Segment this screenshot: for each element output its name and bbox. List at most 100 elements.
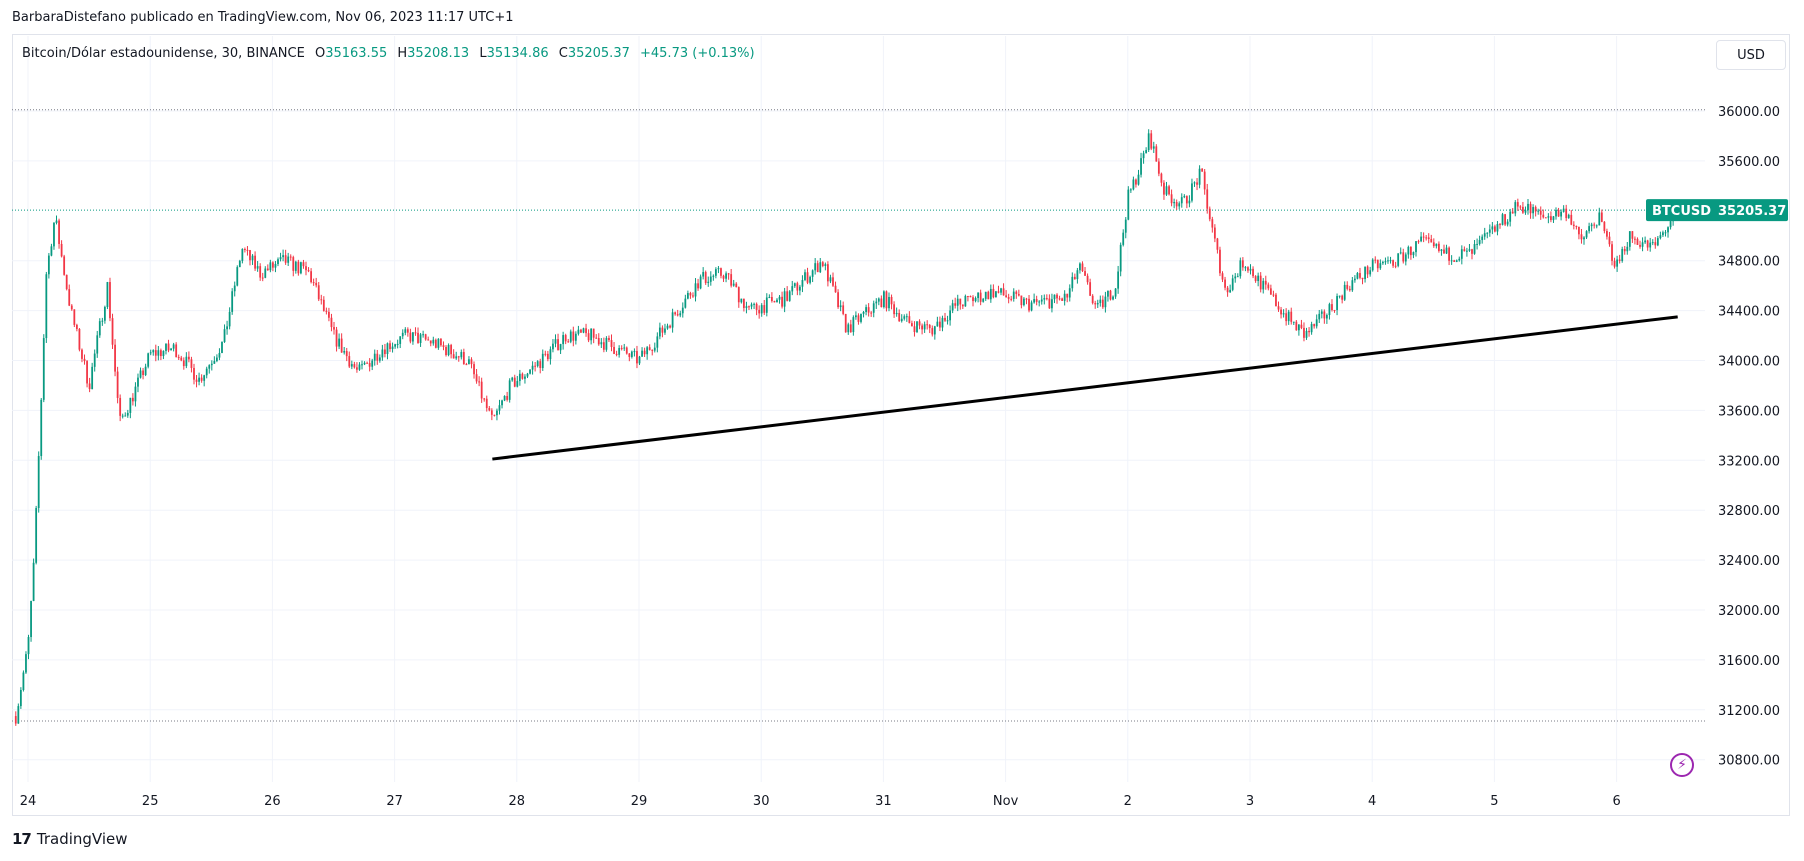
candle-body bbox=[816, 263, 819, 273]
candle-body bbox=[1353, 278, 1356, 281]
lightning-icon[interactable]: ⚡ bbox=[1670, 753, 1694, 777]
candle-body bbox=[126, 412, 129, 416]
candle-body bbox=[827, 264, 829, 282]
candle-body bbox=[742, 298, 745, 308]
candle-body bbox=[725, 273, 727, 279]
candle-body bbox=[149, 352, 152, 354]
candle-body bbox=[1486, 232, 1489, 234]
candle-body bbox=[1193, 182, 1196, 184]
price-tick-label: 33200.00 bbox=[1718, 454, 1780, 469]
candle-body bbox=[1494, 226, 1496, 232]
candle-body bbox=[210, 363, 213, 366]
candle-body bbox=[287, 256, 290, 263]
candle-body bbox=[50, 246, 53, 256]
candle-body bbox=[534, 365, 537, 367]
candle-body bbox=[1107, 290, 1109, 297]
high-value: 35208.13 bbox=[407, 46, 470, 61]
candle-body bbox=[768, 297, 771, 299]
candle-body bbox=[1285, 313, 1288, 322]
candle-body bbox=[1185, 196, 1188, 204]
candle-body bbox=[42, 338, 45, 400]
candle-body bbox=[1468, 249, 1471, 251]
candle-body bbox=[1473, 244, 1476, 254]
candle-body bbox=[1000, 288, 1002, 293]
candle-body bbox=[1198, 168, 1201, 185]
candle-body bbox=[1394, 265, 1397, 267]
candle-body bbox=[223, 329, 226, 342]
candle-body bbox=[193, 367, 195, 380]
candle-body bbox=[1376, 259, 1379, 269]
candle-body bbox=[1346, 284, 1349, 289]
candle-body bbox=[1634, 238, 1636, 240]
candle-body bbox=[289, 256, 292, 258]
candle-body bbox=[162, 350, 165, 357]
candle-body bbox=[231, 291, 234, 312]
price-tick-label: 36000.00 bbox=[1718, 105, 1780, 120]
candle-body bbox=[883, 291, 885, 308]
candle-body bbox=[251, 255, 254, 261]
candle-body bbox=[307, 270, 310, 272]
candle-body bbox=[312, 282, 315, 284]
candle-body bbox=[516, 381, 519, 387]
candle-body bbox=[671, 312, 674, 328]
candle-body bbox=[404, 329, 407, 333]
candle-body bbox=[297, 261, 300, 274]
candle-body bbox=[1626, 246, 1629, 252]
candle-body bbox=[1603, 221, 1606, 232]
candle-body bbox=[778, 296, 781, 300]
candle-body bbox=[1035, 299, 1038, 302]
candle-body bbox=[982, 298, 985, 302]
candle-body bbox=[961, 304, 964, 307]
candle-body bbox=[1056, 294, 1058, 299]
symbol-description[interactable]: Bitcoin/Dólar estadounidense, 30, BINANC… bbox=[22, 46, 305, 61]
candle-body bbox=[1552, 216, 1555, 221]
candle-body bbox=[804, 272, 806, 281]
candle-body bbox=[233, 285, 236, 292]
candle-body bbox=[1600, 212, 1603, 222]
candle-body bbox=[987, 291, 990, 300]
candle-body bbox=[1002, 288, 1005, 296]
candle-body bbox=[1203, 171, 1206, 190]
price-tick-label: 32800.00 bbox=[1718, 504, 1780, 519]
candle-body bbox=[124, 415, 127, 417]
candle-body bbox=[414, 332, 417, 334]
candle-body bbox=[1262, 280, 1265, 290]
candle-body bbox=[880, 298, 883, 308]
candle-body bbox=[567, 341, 570, 343]
candle-body bbox=[1560, 211, 1563, 217]
candle-body bbox=[1639, 244, 1641, 247]
candle-body bbox=[1636, 238, 1639, 245]
candle-body bbox=[65, 274, 68, 290]
candle-body bbox=[437, 338, 440, 348]
candle-body bbox=[208, 365, 211, 369]
candle-body bbox=[755, 303, 758, 310]
candle-body bbox=[144, 366, 147, 376]
time-tick-label: 25 bbox=[142, 794, 159, 809]
candle-body bbox=[893, 304, 895, 315]
candle-body bbox=[636, 351, 638, 364]
candle-body bbox=[45, 274, 48, 339]
trendline[interactable] bbox=[492, 315, 1678, 461]
candle-body bbox=[524, 376, 526, 379]
candle-body bbox=[1259, 275, 1262, 290]
candle-body bbox=[282, 255, 284, 258]
candle-body bbox=[684, 298, 687, 308]
candle-body bbox=[933, 326, 936, 335]
candle-body bbox=[605, 338, 608, 350]
currency-button[interactable]: USD bbox=[1716, 40, 1786, 70]
candle-body bbox=[78, 328, 81, 350]
candle-body bbox=[984, 291, 987, 299]
tradingview-logo[interactable]: 17 TradingView bbox=[12, 830, 128, 848]
candle-body bbox=[419, 334, 422, 343]
candle-body bbox=[539, 361, 542, 369]
candle-body bbox=[1132, 179, 1135, 190]
candle-body bbox=[890, 297, 893, 305]
candle-body bbox=[793, 283, 796, 287]
candle-body bbox=[187, 356, 190, 360]
candle-body bbox=[501, 400, 503, 406]
candle-body bbox=[720, 268, 722, 276]
candle-body bbox=[773, 301, 776, 303]
candle-body bbox=[702, 272, 705, 277]
candle-body bbox=[371, 360, 374, 367]
